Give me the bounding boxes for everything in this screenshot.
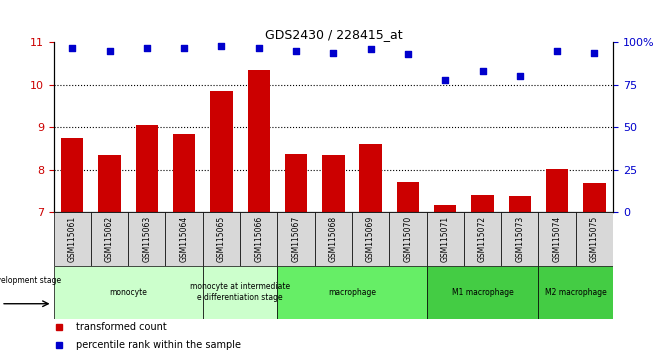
Bar (61, 138, 84, 354)
Text: GSM115066: GSM115066 (254, 216, 263, 262)
Bar (359, 144, 382, 354)
Point (253, 45, 264, 50)
Bar (546, 169, 568, 354)
Bar (539, 266, 613, 319)
Text: transformed count: transformed count (76, 322, 167, 332)
Point (291, 48, 302, 54)
Point (403, 52, 413, 57)
Text: monocyte: monocyte (109, 287, 147, 297)
Text: GSM115061: GSM115061 (68, 216, 77, 262)
Bar (128, 212, 165, 266)
Bar (397, 182, 419, 354)
Point (589, 50, 600, 56)
Text: M2 macrophage: M2 macrophage (545, 287, 606, 297)
Text: GSM115063: GSM115063 (142, 216, 151, 262)
Bar (277, 212, 315, 266)
Text: GSM115065: GSM115065 (217, 216, 226, 262)
Bar (315, 212, 352, 266)
Bar (165, 212, 203, 266)
Point (477, 69, 488, 74)
Bar (434, 205, 456, 354)
Text: monocyte at intermediate
e differentiation stage: monocyte at intermediate e differentiati… (190, 282, 290, 302)
Text: GSM115067: GSM115067 (291, 216, 301, 262)
Point (67, 45, 78, 50)
Bar (464, 212, 501, 266)
Bar (240, 212, 277, 266)
Bar (389, 212, 427, 266)
Bar (247, 70, 270, 354)
Point (515, 74, 525, 79)
Bar (210, 91, 232, 354)
Point (105, 48, 115, 54)
Text: GSM115062: GSM115062 (105, 216, 114, 262)
Bar (203, 212, 240, 266)
Point (328, 50, 338, 56)
Bar (135, 125, 158, 354)
Point (141, 45, 152, 50)
Text: M1 macrophage: M1 macrophage (452, 287, 513, 297)
Text: GSM115075: GSM115075 (590, 216, 599, 262)
Point (440, 77, 451, 83)
Text: development stage: development stage (0, 276, 61, 285)
Text: GSM115074: GSM115074 (553, 216, 561, 262)
Bar (501, 212, 539, 266)
Point (216, 43, 226, 49)
Bar (173, 134, 196, 354)
Text: GSM115068: GSM115068 (329, 216, 338, 262)
Bar (98, 155, 121, 354)
Bar (352, 212, 389, 266)
Text: macrophage: macrophage (328, 287, 376, 297)
Bar (471, 195, 494, 354)
Text: GSM115070: GSM115070 (403, 216, 413, 262)
Bar (427, 266, 539, 319)
Text: GSM115064: GSM115064 (180, 216, 189, 262)
Bar (54, 266, 203, 319)
Bar (91, 212, 128, 266)
Bar (539, 212, 576, 266)
Text: percentile rank within the sample: percentile rank within the sample (76, 340, 241, 350)
Text: GSM115071: GSM115071 (441, 216, 450, 262)
Bar (285, 154, 308, 354)
Text: GSM115073: GSM115073 (515, 216, 525, 262)
Text: GSM115072: GSM115072 (478, 216, 487, 262)
Text: GSM115069: GSM115069 (366, 216, 375, 262)
Bar (203, 266, 277, 319)
Title: GDS2430 / 228415_at: GDS2430 / 228415_at (265, 28, 402, 41)
Bar (322, 155, 344, 354)
Point (179, 45, 190, 50)
Point (365, 46, 376, 52)
Bar (277, 266, 427, 319)
Bar (576, 212, 613, 266)
Point (552, 48, 563, 54)
Bar (509, 196, 531, 354)
Bar (427, 212, 464, 266)
Bar (54, 212, 91, 266)
Bar (583, 183, 606, 354)
